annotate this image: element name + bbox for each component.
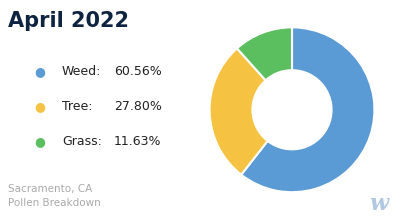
Text: April 2022: April 2022 (8, 11, 129, 31)
Text: ●: ● (34, 100, 46, 113)
Text: 11.63%: 11.63% (114, 135, 162, 148)
Text: 60.56%: 60.56% (114, 65, 162, 78)
Text: Weed:: Weed: (62, 65, 101, 78)
Text: Grass:: Grass: (62, 135, 102, 148)
Text: Tree:: Tree: (62, 100, 92, 113)
Text: Sacramento, CA
Pollen Breakdown: Sacramento, CA Pollen Breakdown (8, 184, 101, 209)
Text: w: w (369, 193, 388, 215)
Wedge shape (210, 48, 268, 175)
Wedge shape (237, 27, 292, 80)
Text: ●: ● (34, 135, 46, 148)
Text: ●: ● (34, 65, 46, 78)
Wedge shape (241, 27, 374, 192)
Text: 27.80%: 27.80% (114, 100, 162, 113)
